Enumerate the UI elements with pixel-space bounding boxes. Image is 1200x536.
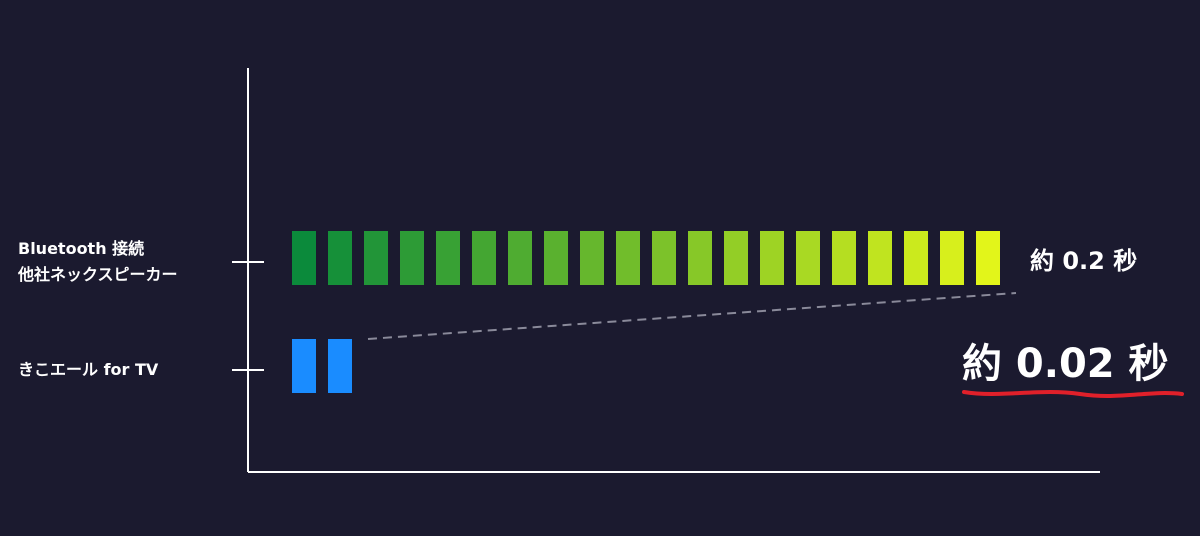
bar-segment (580, 231, 604, 285)
bar (292, 339, 352, 393)
bar (292, 231, 1000, 285)
bar-segment (616, 231, 640, 285)
bar-segment (652, 231, 676, 285)
bar-segment (328, 339, 352, 393)
bar-segment (400, 231, 424, 285)
bar-segment (868, 231, 892, 285)
bar-segment (364, 231, 388, 285)
bar-segment (832, 231, 856, 285)
bar-segment (436, 231, 460, 285)
category-label: Bluetooth 接続 他社ネックスピーカー (18, 239, 178, 284)
connector (367, 292, 1017, 340)
highlight-underline (962, 390, 1184, 398)
value-label: 約 0.02 秒 (962, 341, 1169, 387)
bar-segment (976, 231, 1000, 285)
bar-segment (328, 231, 352, 285)
bar-segment (688, 231, 712, 285)
bar-segment (472, 231, 496, 285)
bar-segment (544, 231, 568, 285)
value-label: 約 0.2 秒 (1030, 247, 1137, 275)
bar-segment (760, 231, 784, 285)
bar-segment (292, 339, 316, 393)
bar-segment (724, 231, 748, 285)
bar-segment (796, 231, 820, 285)
bar-segment (292, 231, 316, 285)
bar-segment (508, 231, 532, 285)
bar-segment (940, 231, 964, 285)
bar-segment (904, 231, 928, 285)
category-label: きこエール for TV (18, 360, 159, 379)
